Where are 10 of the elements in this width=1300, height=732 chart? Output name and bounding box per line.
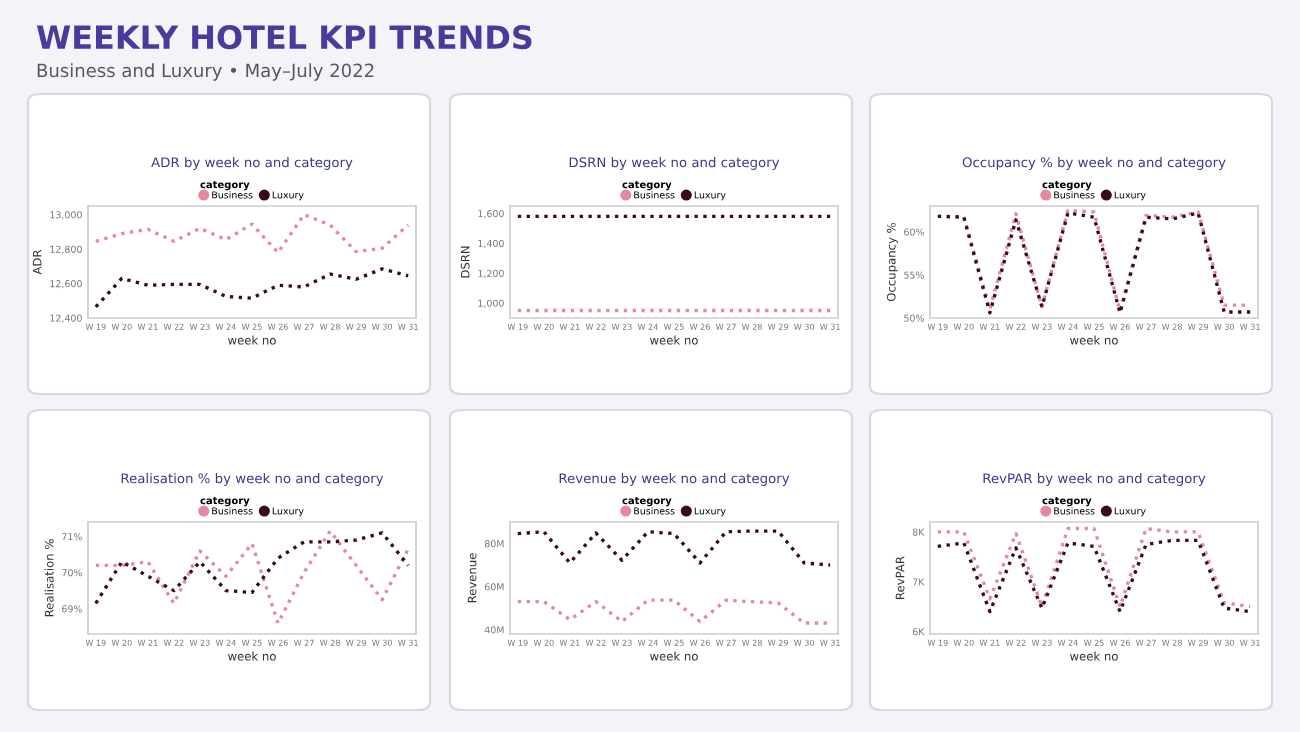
line-series [94,529,410,625]
line-series [516,598,832,625]
line-series [94,212,410,255]
text: Business and Luxury • May–July 2022 [37,63,374,81]
line-series [94,267,410,309]
line-series [936,526,1252,609]
line-series [516,529,832,567]
text: WEEKLY HOTEL KPI TRENDS [36,25,532,50]
line-series [936,538,1252,614]
line-series [94,531,410,605]
